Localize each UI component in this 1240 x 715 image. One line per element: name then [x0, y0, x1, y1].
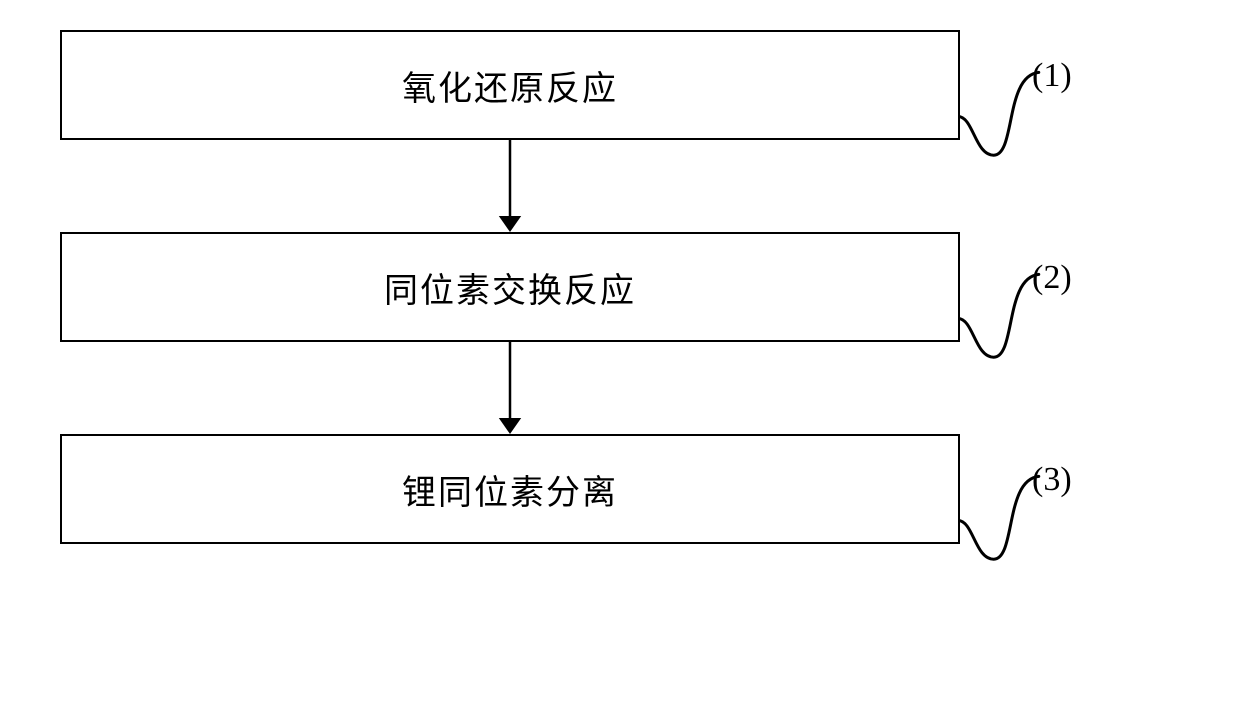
flowchart-box-step2: 同位素交换反应: [60, 232, 960, 342]
flowchart-arrow-wrap: [60, 140, 960, 232]
flowchart-container: 氧化还原反应 (1) 同位素交换反应 (2) 锂同位素分离 (3): [60, 30, 1190, 544]
down-arrow-icon: [494, 140, 526, 232]
flowchart-row: 锂同位素分离 (3): [60, 434, 1190, 544]
flowchart-label-wrap: (3): [960, 479, 1072, 499]
flowchart-box-text: 氧化还原反应: [402, 61, 618, 110]
flowchart-label-wrap: (1): [960, 75, 1072, 95]
flowchart-arrow-wrap: [60, 342, 960, 434]
flowchart-box-text: 同位素交换反应: [384, 263, 636, 312]
flowchart-box-text: 锂同位素分离: [402, 465, 618, 514]
connector-curve-icon: [958, 471, 1043, 561]
flowchart-box-step1: 氧化还原反应: [60, 30, 960, 140]
connector-curve-icon: [958, 67, 1043, 157]
flowchart-row: 同位素交换反应 (2): [60, 232, 1190, 342]
flowchart-box-step3: 锂同位素分离: [60, 434, 960, 544]
flowchart-row: 氧化还原反应 (1): [60, 30, 1190, 140]
flowchart-label-wrap: (2): [960, 277, 1072, 297]
connector-curve-icon: [958, 269, 1043, 359]
down-arrow-icon: [494, 342, 526, 434]
